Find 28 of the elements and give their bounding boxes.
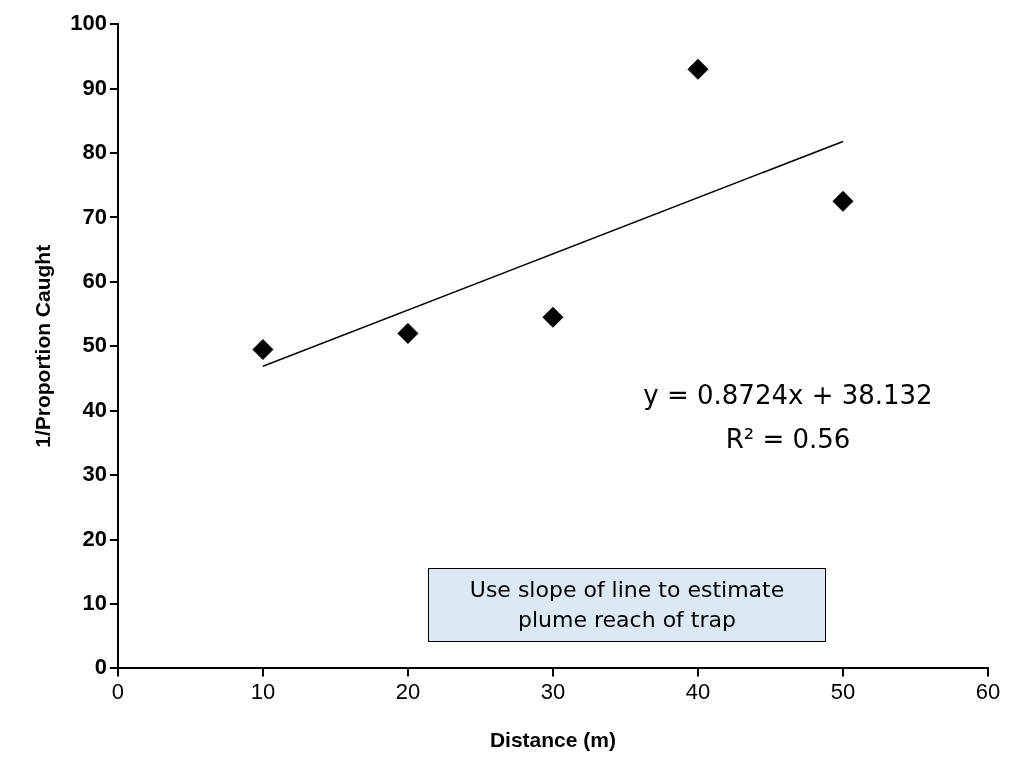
y-tick-label: 10 xyxy=(82,590,107,616)
annotation: Use slope of line to estimate plume reach of trap xyxy=(469,577,785,632)
y-tick-label: 60 xyxy=(82,267,107,293)
x-tick-label: 40 xyxy=(685,678,711,704)
x-axis-title: Distance (m) xyxy=(489,728,616,752)
y-tick-label: 50 xyxy=(82,332,107,358)
point xyxy=(252,339,274,361)
point xyxy=(687,58,709,80)
x-tick-label: 10 xyxy=(250,678,276,704)
annotation: y = 0.8724x + 38.132 R² = 0.56 xyxy=(642,379,934,456)
point xyxy=(397,322,419,344)
point xyxy=(832,190,854,212)
y-tick-label: 80 xyxy=(82,139,107,165)
x-tick-label: 30 xyxy=(540,678,566,704)
text-box: Use slope of line to estimate plume reach of trap xyxy=(428,568,826,642)
point xyxy=(542,306,564,328)
y-tick-label: 0 xyxy=(94,654,107,680)
x-tick-label: 0 xyxy=(111,678,125,704)
y-tick-label: 100 xyxy=(70,10,107,36)
x-tick-label: 50 xyxy=(830,678,856,704)
x-tick-label: 60 xyxy=(975,678,1001,704)
x-tick-label: 20 xyxy=(395,678,421,704)
y-axis-title: 1/Proportion Caught xyxy=(31,244,55,448)
y-tick-label: 40 xyxy=(82,396,107,422)
y-tick-label: 90 xyxy=(82,74,107,100)
y-tick-label: 70 xyxy=(82,203,107,229)
y-tick-label: 30 xyxy=(82,461,107,487)
y-tick-label: 20 xyxy=(82,525,107,551)
